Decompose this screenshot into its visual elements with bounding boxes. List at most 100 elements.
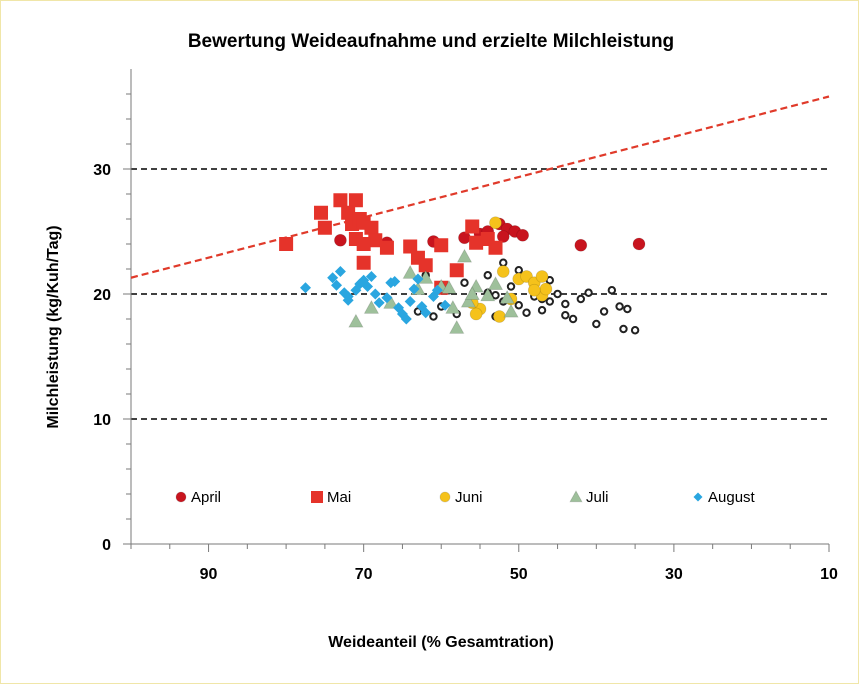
point-juli xyxy=(487,276,504,291)
point-mai xyxy=(379,240,394,255)
axes: 0 10 20 30 90 70 50 30 10 xyxy=(93,69,838,583)
point-juli xyxy=(441,279,457,294)
background-point xyxy=(553,289,562,299)
reference-line xyxy=(130,95,830,279)
point-mai xyxy=(488,240,503,255)
point-august xyxy=(431,284,443,296)
background-point xyxy=(499,258,508,267)
point-august xyxy=(439,299,451,311)
legend-marker-april xyxy=(175,491,187,503)
point-august xyxy=(300,282,311,294)
legend-item-april: April xyxy=(175,489,221,506)
point-mai xyxy=(368,233,383,248)
point-august xyxy=(369,288,381,300)
background-point xyxy=(561,311,570,320)
background-point xyxy=(491,291,500,300)
point-mai xyxy=(356,237,371,251)
point-august xyxy=(354,278,366,290)
reference-dashed-line xyxy=(130,95,830,279)
legend: April Mai Juni Juli August xyxy=(175,489,756,506)
x-tick-label-90: 90 xyxy=(200,566,218,583)
point-mai xyxy=(465,219,480,234)
background-point xyxy=(483,271,492,280)
data-series xyxy=(279,193,646,334)
legend-item-august: August xyxy=(693,489,756,506)
background-point xyxy=(506,282,516,291)
point-mai xyxy=(434,238,449,253)
point-august xyxy=(404,296,416,307)
legend-item-juli: Juli xyxy=(569,489,609,506)
point-juli xyxy=(499,289,515,304)
point-august xyxy=(342,291,354,302)
point-august xyxy=(373,297,385,309)
legend-label-august: August xyxy=(708,489,756,506)
background-point xyxy=(522,308,531,317)
series-juni xyxy=(465,216,553,323)
background-point xyxy=(514,301,523,310)
background-point xyxy=(413,307,423,316)
point-juni xyxy=(539,282,553,296)
background-point xyxy=(615,302,624,311)
x-tick-label-50: 50 xyxy=(510,566,528,583)
point-april xyxy=(632,237,646,251)
point-juni xyxy=(492,310,506,323)
point-mai xyxy=(469,235,484,250)
background-point xyxy=(576,294,586,304)
x-axis-title: Weideanteil (% Gesamtration) xyxy=(328,634,554,651)
point-august xyxy=(334,266,346,277)
chart-title: Bewertung Weideaufnahme und erzielte Mil… xyxy=(188,31,674,52)
background-point xyxy=(561,299,570,309)
point-mai xyxy=(356,255,371,270)
background-point xyxy=(460,278,469,287)
point-mai xyxy=(403,239,418,254)
legend-marker-august xyxy=(693,492,703,502)
point-juli xyxy=(503,303,519,318)
point-august xyxy=(412,273,424,285)
x-tick-label-30: 30 xyxy=(665,566,683,583)
point-juli xyxy=(464,286,480,301)
point-august xyxy=(327,272,339,284)
background-point xyxy=(623,304,632,314)
background-point xyxy=(429,312,438,321)
point-mai xyxy=(279,237,294,251)
point-april xyxy=(574,238,588,252)
legend-label-april: April xyxy=(191,489,221,506)
point-mai xyxy=(314,205,329,220)
point-juni xyxy=(496,265,510,278)
point-mai xyxy=(348,193,363,208)
background-point xyxy=(630,326,640,335)
point-mai xyxy=(333,193,348,208)
y-tick-label-30: 30 xyxy=(93,162,111,179)
background-point xyxy=(568,314,578,324)
point-juli xyxy=(363,299,380,314)
point-august xyxy=(389,276,401,287)
legend-marker-juni xyxy=(439,491,451,503)
point-mai xyxy=(364,220,379,235)
legend-label-mai: Mai xyxy=(327,489,351,506)
point-juni xyxy=(489,216,502,230)
point-juli xyxy=(460,293,477,308)
legend-item-juni: Juni xyxy=(439,489,483,506)
point-juli xyxy=(445,299,461,314)
legend-item-mai: Mai xyxy=(311,489,351,506)
point-juli xyxy=(449,319,465,334)
point-august xyxy=(408,283,420,295)
series-mai xyxy=(279,193,503,295)
legend-marker-juli xyxy=(569,490,583,503)
x-tick-label-70: 70 xyxy=(355,566,373,583)
point-august xyxy=(420,307,432,319)
background-point xyxy=(584,288,593,297)
point-juli xyxy=(348,313,364,328)
point-april xyxy=(516,228,530,242)
point-mai xyxy=(317,220,332,235)
background-point xyxy=(599,307,609,316)
background-point xyxy=(537,306,547,315)
point-mai xyxy=(449,263,464,278)
y-axis-title: Milchleistung (kg/Kuh/Tag) xyxy=(45,225,62,428)
background-point xyxy=(607,286,617,295)
point-april xyxy=(496,230,510,243)
point-august xyxy=(400,313,412,325)
point-juli xyxy=(402,264,418,279)
